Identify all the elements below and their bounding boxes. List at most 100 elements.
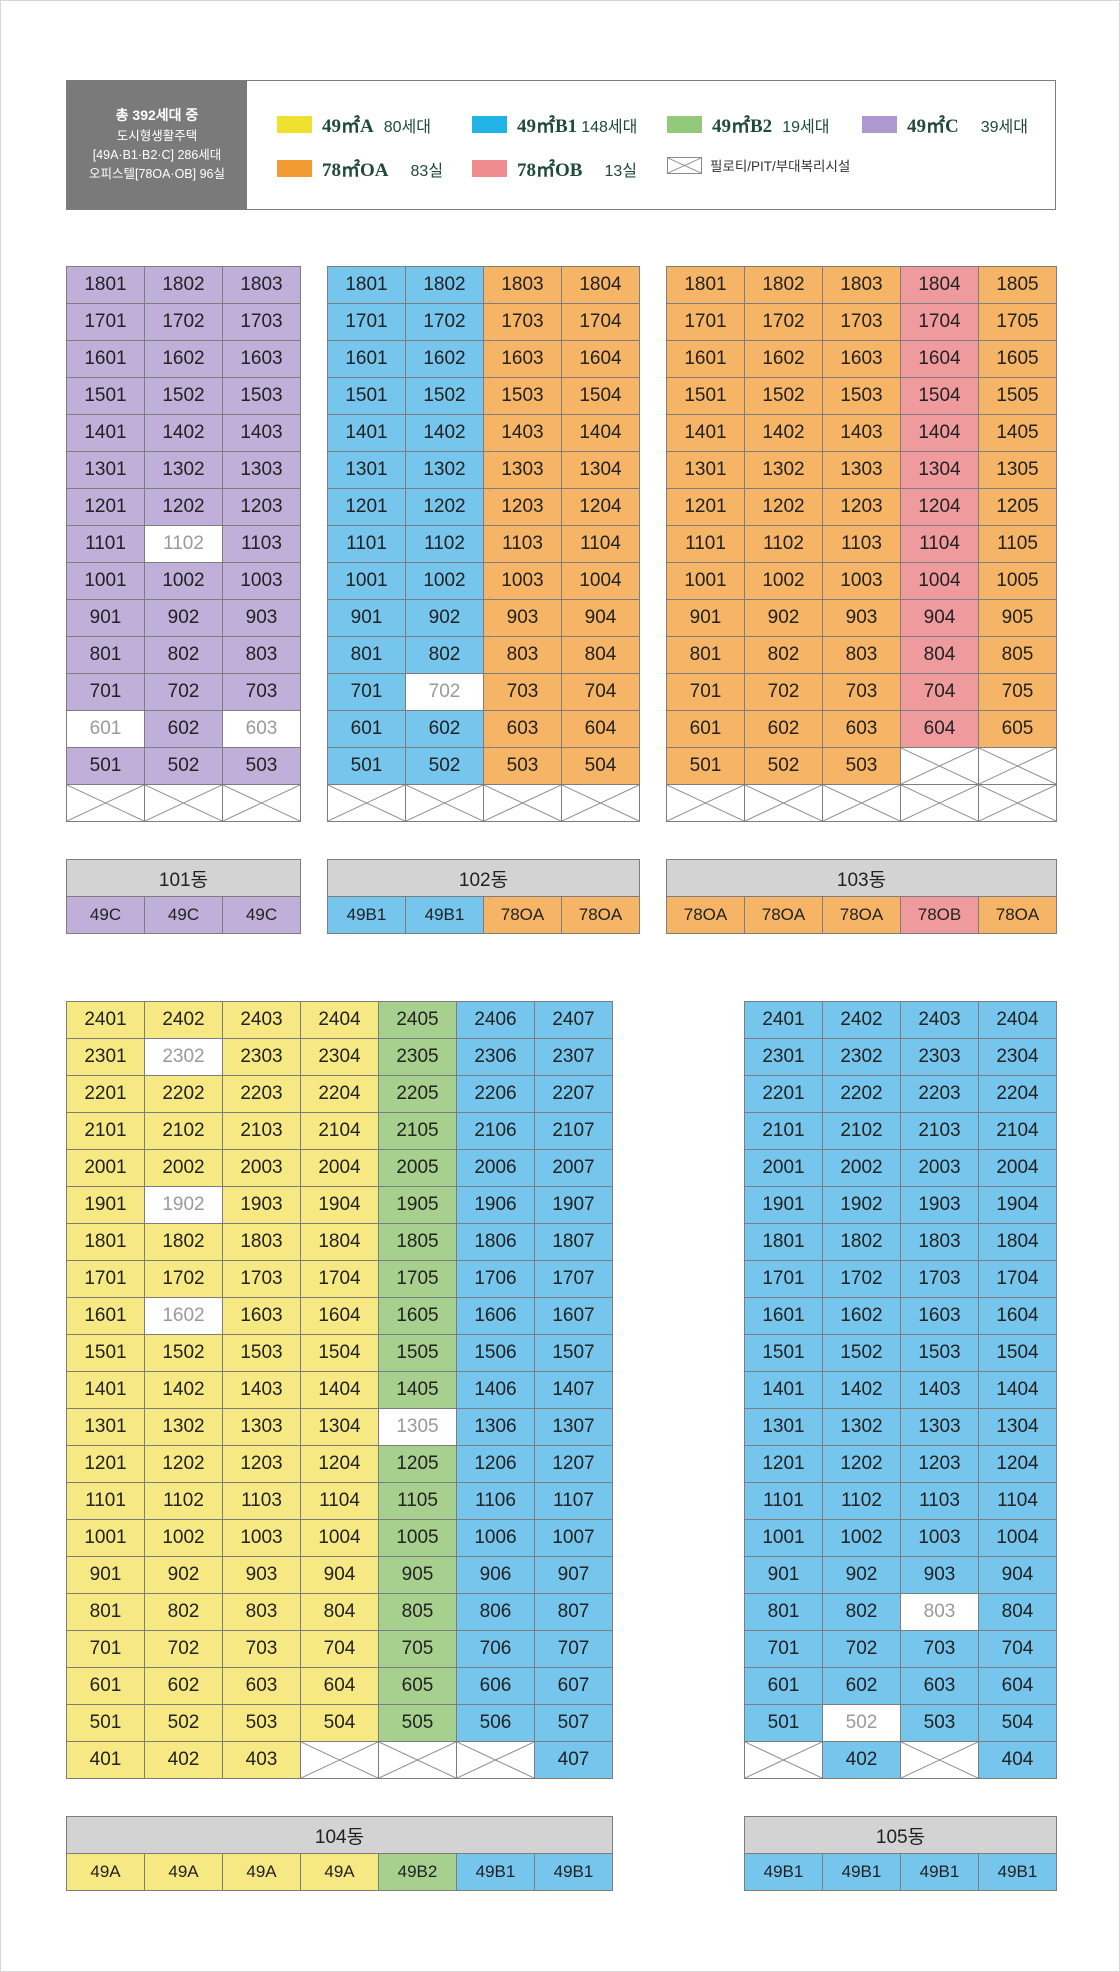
unit-cell[interactable]: 605 xyxy=(378,1667,457,1705)
unit-cell[interactable]: 2403 xyxy=(222,1001,301,1039)
unit-cell[interactable]: 402 xyxy=(822,1741,901,1779)
unit-cell[interactable]: 1404 xyxy=(900,414,979,452)
unit-cell[interactable]: 502 xyxy=(744,747,823,785)
unit-cell[interactable]: 1805 xyxy=(978,266,1057,304)
unit-cell[interactable]: 602 xyxy=(822,1667,901,1705)
unit-cell[interactable]: 603 xyxy=(222,710,301,748)
unit-cell[interactable]: 505 xyxy=(378,1704,457,1742)
unit-cell[interactable]: 903 xyxy=(222,1556,301,1594)
unit-cell[interactable]: 1001 xyxy=(327,562,406,600)
unit-cell[interactable]: 1403 xyxy=(483,414,562,452)
unit-cell[interactable]: 1003 xyxy=(822,562,901,600)
unit-cell[interactable]: 1603 xyxy=(822,340,901,378)
unit-cell[interactable]: 1204 xyxy=(978,1445,1057,1483)
unit-cell[interactable]: 1201 xyxy=(66,488,145,526)
unit-cell[interactable]: 1502 xyxy=(744,377,823,415)
unit-cell[interactable]: 603 xyxy=(900,1667,979,1705)
unit-cell[interactable]: 2402 xyxy=(144,1001,223,1039)
unit-cell[interactable]: 1503 xyxy=(222,1334,301,1372)
unit-cell[interactable]: 1503 xyxy=(483,377,562,415)
unit-cell[interactable]: 802 xyxy=(144,636,223,674)
unit-cell[interactable]: 902 xyxy=(144,599,223,637)
unit-cell[interactable]: 901 xyxy=(666,599,745,637)
unit-cell[interactable]: 804 xyxy=(900,636,979,674)
unit-cell[interactable]: 1702 xyxy=(822,1260,901,1298)
unit-cell[interactable]: 1804 xyxy=(300,1223,379,1261)
unit-cell[interactable]: 1002 xyxy=(744,562,823,600)
unit-cell[interactable]: 502 xyxy=(144,747,223,785)
unit-cell[interactable]: 1701 xyxy=(327,303,406,341)
unit-cell[interactable]: 2401 xyxy=(744,1001,823,1039)
unit-cell[interactable]: 1506 xyxy=(456,1334,535,1372)
unit-cell[interactable]: 803 xyxy=(900,1593,979,1631)
unit-cell[interactable]: 1705 xyxy=(378,1260,457,1298)
unit-cell[interactable]: 603 xyxy=(483,710,562,748)
unit-cell[interactable]: 801 xyxy=(666,636,745,674)
unit-cell[interactable]: 1205 xyxy=(978,488,1057,526)
unit-cell[interactable]: 1603 xyxy=(222,1297,301,1335)
unit-cell[interactable]: 601 xyxy=(327,710,406,748)
unit-cell[interactable]: 1804 xyxy=(978,1223,1057,1261)
unit-cell[interactable]: 2007 xyxy=(534,1149,613,1187)
unit-cell[interactable]: 1503 xyxy=(822,377,901,415)
unit-cell[interactable]: 1302 xyxy=(822,1408,901,1446)
unit-cell[interactable]: 1101 xyxy=(666,525,745,563)
unit-cell[interactable]: 1605 xyxy=(978,340,1057,378)
unit-cell[interactable]: 404 xyxy=(978,1741,1057,1779)
unit-cell[interactable]: 2103 xyxy=(222,1112,301,1150)
unit-cell[interactable]: 1501 xyxy=(66,377,145,415)
unit-cell[interactable]: 1903 xyxy=(900,1186,979,1224)
unit-cell[interactable]: 902 xyxy=(744,599,823,637)
unit-cell[interactable]: 501 xyxy=(666,747,745,785)
unit-cell[interactable]: 1403 xyxy=(222,1371,301,1409)
unit-cell[interactable]: 1103 xyxy=(900,1482,979,1520)
unit-cell[interactable]: 1101 xyxy=(66,1482,145,1520)
unit-cell[interactable]: 1807 xyxy=(534,1223,613,1261)
unit-cell[interactable]: 702 xyxy=(144,673,223,711)
unit-cell[interactable]: 1603 xyxy=(900,1297,979,1335)
unit-cell[interactable]: 1704 xyxy=(300,1260,379,1298)
unit-cell[interactable]: 1001 xyxy=(66,1519,145,1557)
unit-cell[interactable]: 902 xyxy=(144,1556,223,1594)
unit-cell[interactable]: 1701 xyxy=(66,1260,145,1298)
unit-cell[interactable]: 1203 xyxy=(222,488,301,526)
unit-cell[interactable]: 1904 xyxy=(978,1186,1057,1224)
unit-cell[interactable]: 2203 xyxy=(900,1075,979,1113)
unit-cell[interactable]: 803 xyxy=(222,1593,301,1631)
unit-cell[interactable]: 801 xyxy=(327,636,406,674)
unit-cell[interactable]: 904 xyxy=(978,1556,1057,1594)
unit-cell[interactable]: 1203 xyxy=(822,488,901,526)
unit-cell[interactable]: 1702 xyxy=(144,303,223,341)
unit-cell[interactable]: 702 xyxy=(822,1630,901,1668)
unit-cell[interactable]: 1602 xyxy=(744,340,823,378)
unit-cell[interactable]: 902 xyxy=(822,1556,901,1594)
unit-cell[interactable]: 804 xyxy=(561,636,640,674)
unit-cell[interactable]: 2406 xyxy=(456,1001,535,1039)
unit-cell[interactable]: 504 xyxy=(978,1704,1057,1742)
unit-cell[interactable]: 604 xyxy=(561,710,640,748)
unit-cell[interactable]: 1201 xyxy=(744,1445,823,1483)
unit-cell[interactable]: 703 xyxy=(483,673,562,711)
unit-cell[interactable]: 1803 xyxy=(822,266,901,304)
unit-cell[interactable]: 1704 xyxy=(900,303,979,341)
unit-cell[interactable]: 1907 xyxy=(534,1186,613,1224)
unit-cell[interactable]: 1107 xyxy=(534,1482,613,1520)
unit-cell[interactable]: 1702 xyxy=(144,1260,223,1298)
unit-cell[interactable]: 1405 xyxy=(978,414,1057,452)
unit-cell[interactable]: 2006 xyxy=(456,1149,535,1187)
unit-cell[interactable]: 1902 xyxy=(822,1186,901,1224)
unit-cell[interactable]: 1402 xyxy=(822,1371,901,1409)
unit-cell[interactable]: 1203 xyxy=(483,488,562,526)
unit-cell[interactable]: 1404 xyxy=(561,414,640,452)
unit-cell[interactable]: 503 xyxy=(900,1704,979,1742)
unit-cell[interactable]: 502 xyxy=(405,747,484,785)
unit-cell[interactable]: 1602 xyxy=(144,1297,223,1335)
unit-cell[interactable]: 1302 xyxy=(144,451,223,489)
unit-cell[interactable]: 1804 xyxy=(561,266,640,304)
unit-cell[interactable]: 901 xyxy=(66,1556,145,1594)
unit-cell[interactable]: 704 xyxy=(900,673,979,711)
unit-cell[interactable]: 1501 xyxy=(744,1334,823,1372)
unit-cell[interactable]: 705 xyxy=(978,673,1057,711)
unit-cell[interactable]: 2005 xyxy=(378,1149,457,1187)
unit-cell[interactable]: 903 xyxy=(483,599,562,637)
